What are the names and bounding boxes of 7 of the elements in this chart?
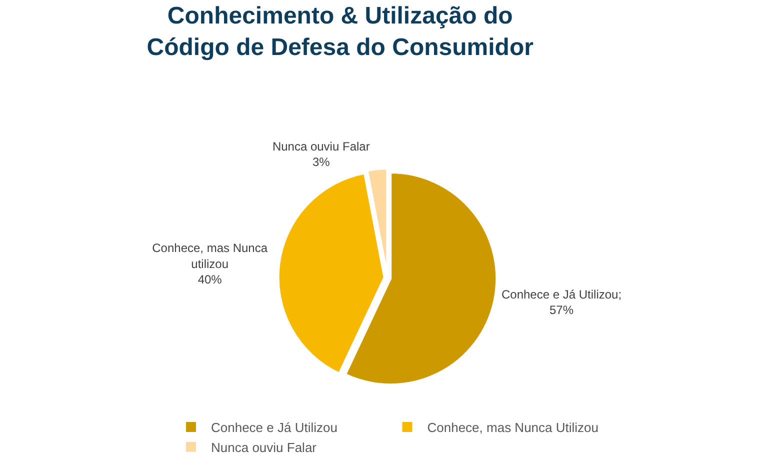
chart-title: Conhecimento & Utilização do Código de Defesa do Consumidor <box>146 2 534 61</box>
legend-label: Conhece, mas Nunca Utilizou <box>427 420 598 436</box>
data-label: Conhece e Já Utilizou; 57% <box>501 288 622 318</box>
data-label: Nunca ouviu Falar 3% <box>272 140 370 170</box>
legend-label: Conhece e Já Utilizou <box>211 420 338 436</box>
data-label: Conhece, mas Nunca utilizou 40% <box>152 241 268 286</box>
legend-label: Nunca ouviu Falar <box>211 440 318 455</box>
